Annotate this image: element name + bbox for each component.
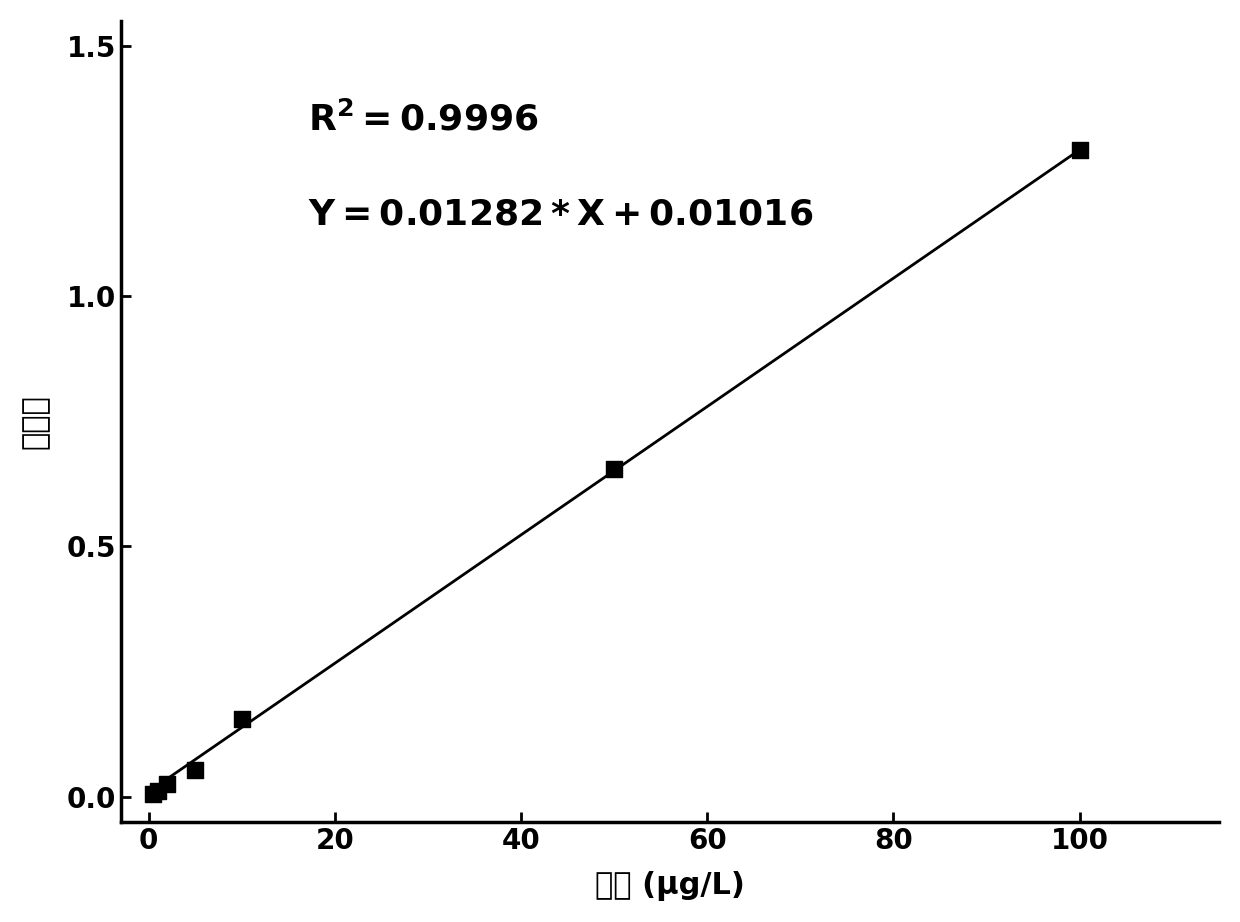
Point: [144, 786, 164, 801]
Point: [1070, 143, 1090, 158]
Point: [148, 783, 167, 798]
Text: $\bf{Y=0.01282*X+0.01016}$: $\bf{Y=0.01282*X+0.01016}$: [308, 197, 812, 231]
Point: [157, 776, 177, 791]
Text: $\bf{R^2}$$\bf{=0.9996}$: $\bf{R^2}$$\bf{=0.9996}$: [308, 100, 538, 137]
Y-axis label: 峰面积: 峰面积: [21, 394, 50, 449]
Point: [604, 461, 624, 476]
Point: [232, 712, 252, 727]
Point: [186, 762, 206, 777]
X-axis label: 浓度 (μg/L): 浓度 (μg/L): [595, 871, 745, 901]
